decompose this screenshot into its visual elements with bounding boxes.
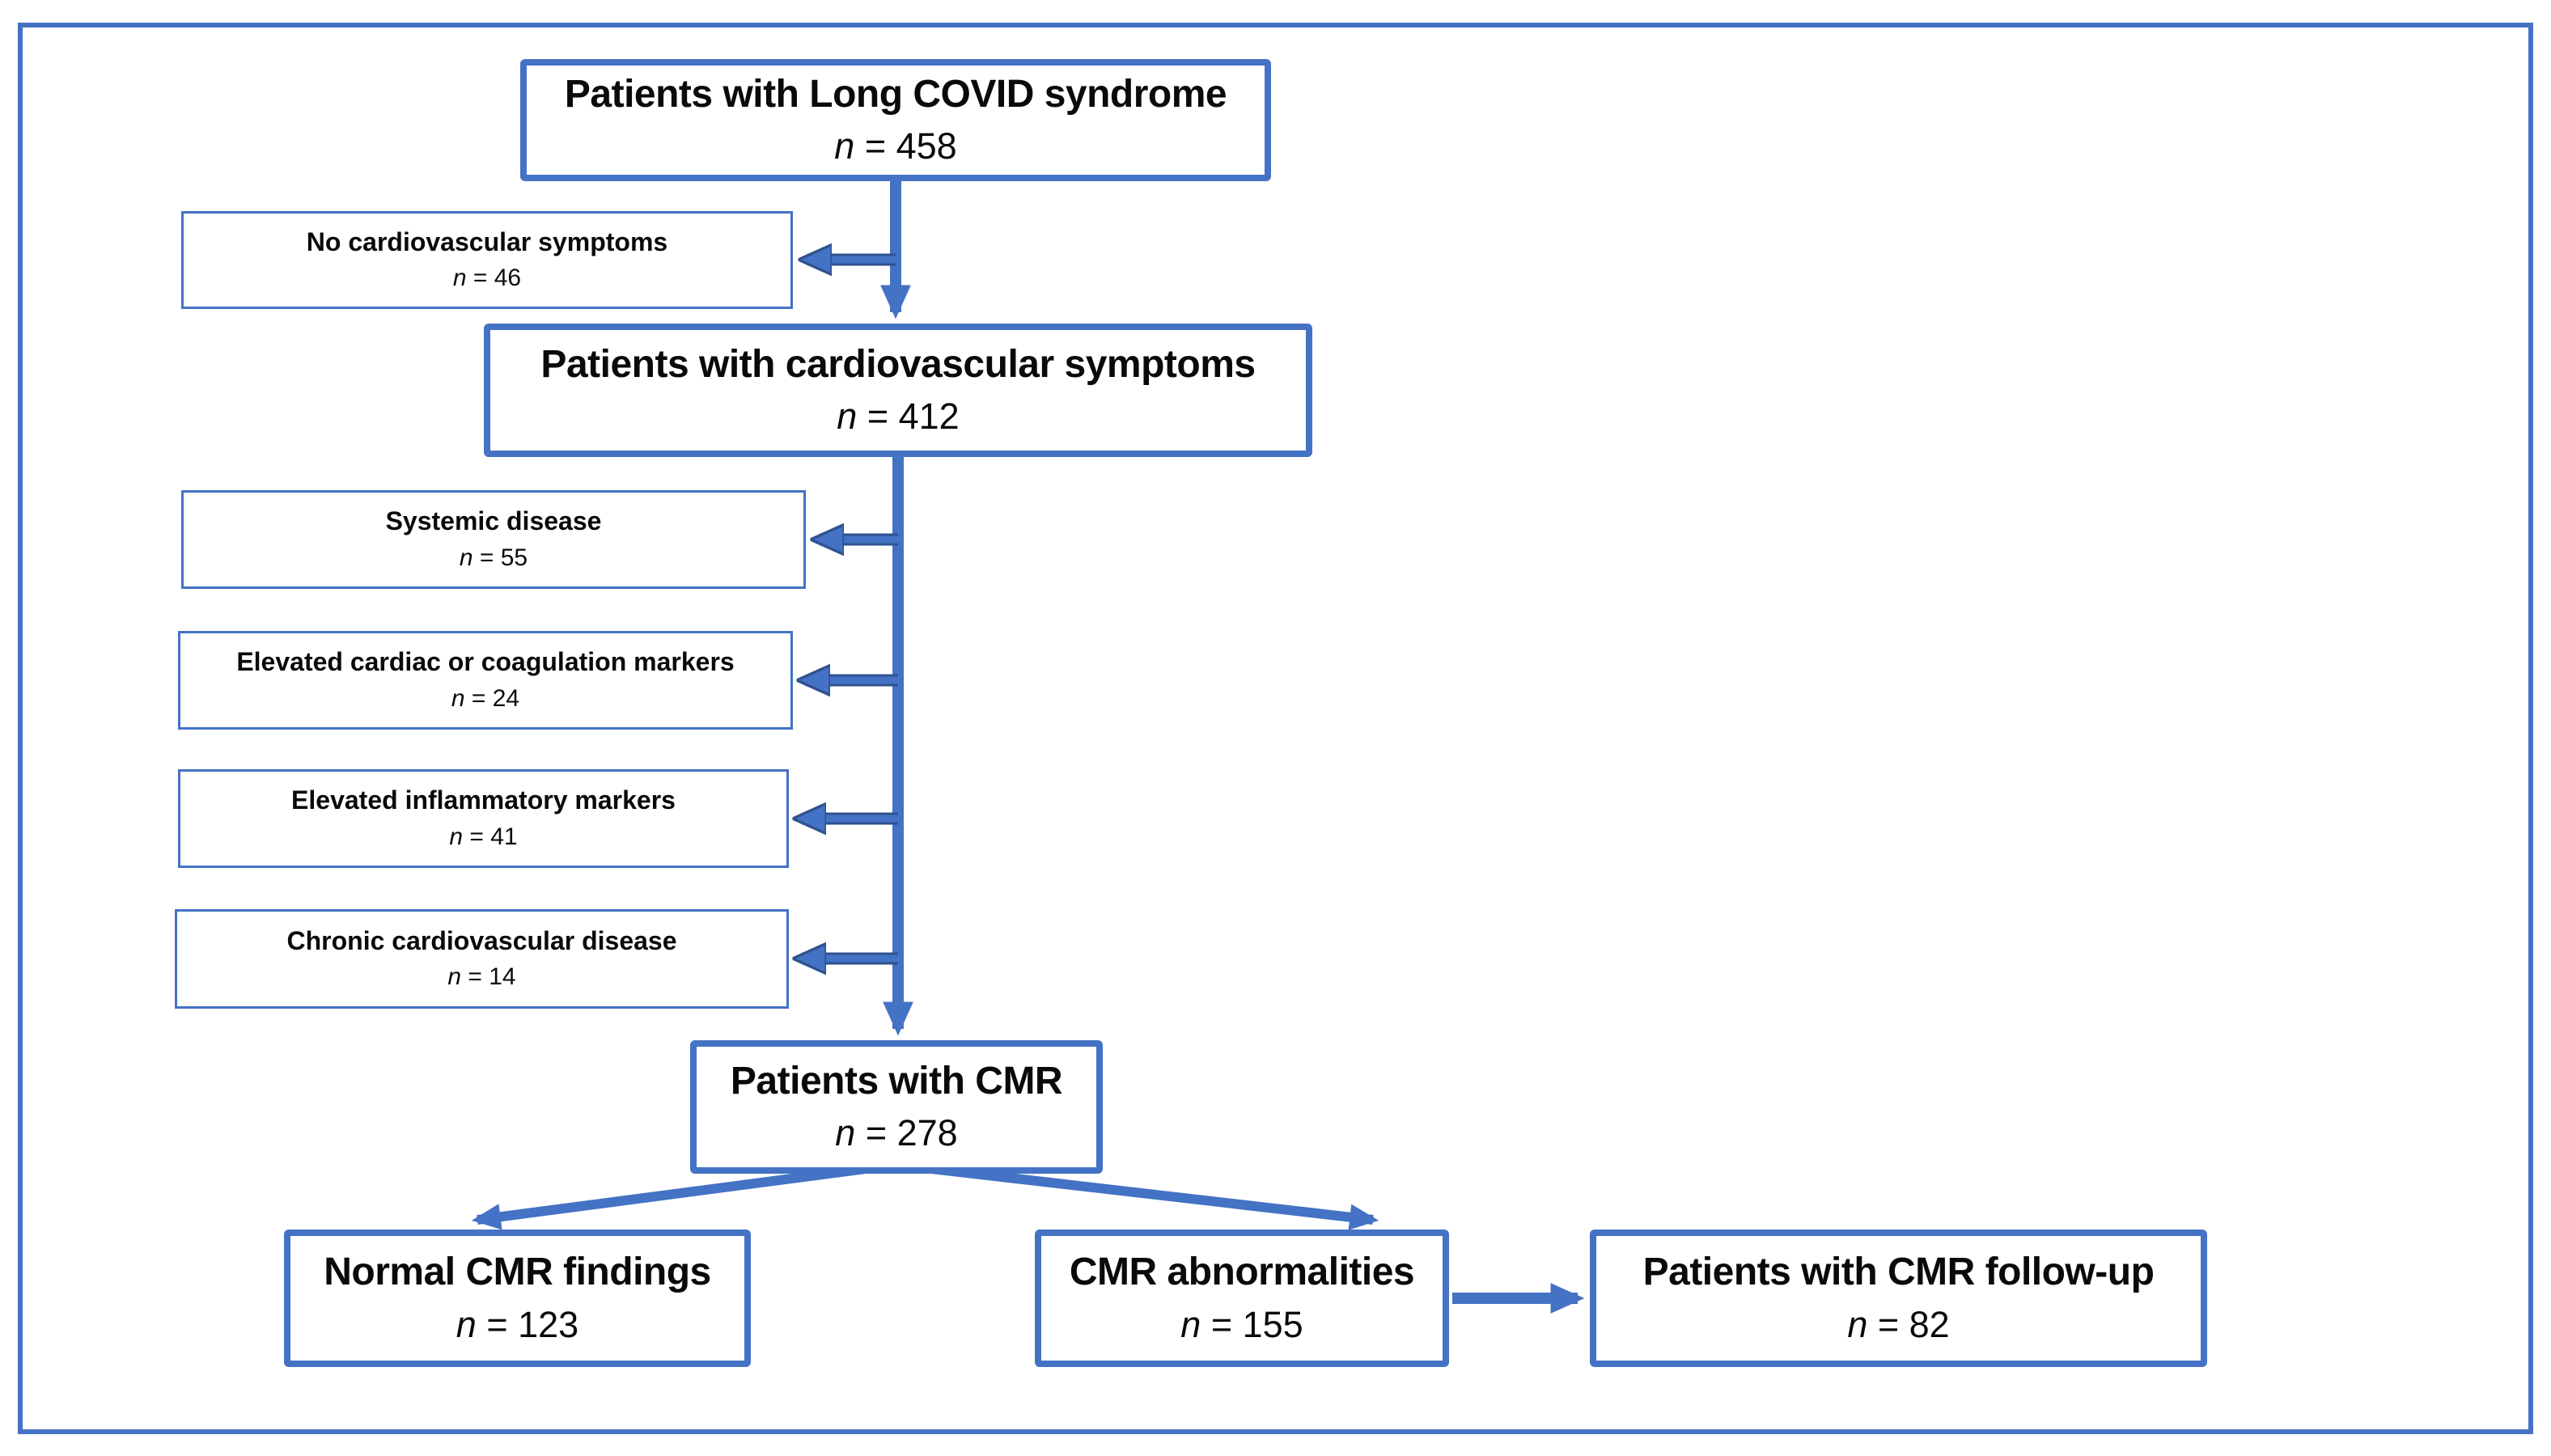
box-count: n = 41 <box>449 823 517 851</box>
n-symbol: n <box>447 963 462 991</box>
box-count: n = 458 <box>834 125 956 167</box>
n-value: = 14 <box>461 963 516 991</box>
n-value: = 24 <box>464 684 520 712</box>
box-cmr-abnormalities: CMR abnormalities n = 155 <box>1035 1230 1449 1367</box>
box-title: Patients with cardiovascular symptoms <box>540 342 1256 386</box>
n-symbol: n <box>835 1112 856 1154</box>
box-count: n = 82 <box>1847 1304 1949 1346</box>
n-value: = 46 <box>466 265 522 292</box>
n-value: = 123 <box>476 1303 579 1345</box>
box-title: Patients with CMR <box>730 1059 1063 1103</box>
box-count: n = 278 <box>835 1112 957 1154</box>
box-count: n = 55 <box>460 544 528 572</box>
n-symbol: n <box>1180 1303 1201 1345</box>
n-value: = 412 <box>857 396 960 438</box>
box-title: Systemic disease <box>385 506 602 536</box>
box-chronic-cardiovascular-disease: Chronic cardiovascular disease n = 14 <box>175 909 789 1009</box>
box-long-covid-syndrome: Patients with Long COVID syndrome n = 45… <box>520 59 1271 181</box>
n-symbol: n <box>834 125 855 167</box>
n-symbol: n <box>1847 1303 1868 1345</box>
n-symbol: n <box>451 684 465 712</box>
box-cardiovascular-symptoms: Patients with cardiovascular symptoms n … <box>484 324 1312 457</box>
n-value: = 458 <box>854 125 957 167</box>
box-title: Elevated cardiac or coagulation markers <box>236 647 735 677</box>
n-value: = 155 <box>1201 1303 1303 1345</box>
box-count: n = 155 <box>1180 1304 1303 1346</box>
box-count: n = 46 <box>453 265 521 292</box>
box-elevated-inflammatory-markers: Elevated inflammatory markers n = 41 <box>178 769 789 868</box>
box-count: n = 123 <box>456 1304 578 1346</box>
box-patients-with-cmr-followup: Patients with CMR follow-up n = 82 <box>1590 1230 2207 1367</box>
box-systemic-disease: Systemic disease n = 55 <box>181 490 806 589</box>
box-count: n = 412 <box>837 396 959 438</box>
n-value: = 41 <box>463 823 518 850</box>
n-value: = 55 <box>472 544 528 571</box>
box-title: Elevated inflammatory markers <box>291 785 676 815</box>
box-patients-with-cmr: Patients with CMR n = 278 <box>690 1040 1103 1174</box>
box-title: No cardiovascular symptoms <box>306 226 668 256</box>
n-symbol: n <box>459 544 473 571</box>
n-symbol: n <box>456 1303 477 1345</box>
box-title: Patients with CMR follow-up <box>1642 1251 2155 1294</box>
box-title: Normal CMR findings <box>324 1251 711 1294</box>
box-title: Chronic cardiovascular disease <box>286 925 677 955</box>
box-no-cardiovascular-symptoms: No cardiovascular symptoms n = 46 <box>181 211 793 309</box>
box-count: n = 14 <box>447 963 515 991</box>
box-normal-cmr-findings: Normal CMR findings n = 123 <box>284 1230 751 1367</box>
n-symbol: n <box>449 823 464 850</box>
box-title: Patients with Long COVID syndrome <box>564 72 1227 116</box>
n-value: = 278 <box>855 1112 958 1154</box>
n-symbol: n <box>452 265 467 292</box>
box-elevated-cardiac-coagulation-markers: Elevated cardiac or coagulation markers … <box>178 631 793 730</box>
box-title: CMR abnormalities <box>1069 1251 1415 1294</box>
n-symbol: n <box>837 396 858 438</box>
outer-frame <box>18 23 2533 1434</box>
box-count: n = 24 <box>451 685 519 713</box>
n-value: = 82 <box>1867 1303 1950 1345</box>
